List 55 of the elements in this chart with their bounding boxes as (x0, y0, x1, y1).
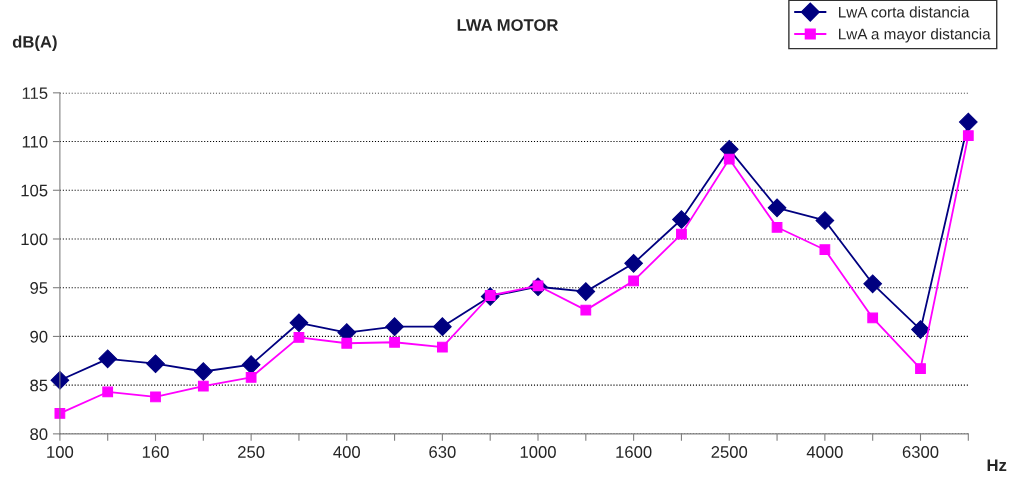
point (628, 275, 640, 287)
y-tick-label: 95 (30, 282, 48, 294)
x-tick-label: 6300 (902, 446, 939, 458)
y-tick-label: 80 (30, 428, 48, 441)
point (193, 362, 213, 381)
point (102, 386, 114, 398)
x-tick-label: 160 (142, 446, 169, 458)
point (624, 253, 643, 273)
point (437, 341, 448, 353)
point (676, 228, 687, 240)
point (197, 380, 209, 392)
point (580, 304, 592, 316)
point (767, 198, 787, 218)
legend-label: LwA a mayor distancia (839, 28, 991, 43)
x-tick-label: 1600 (616, 446, 652, 458)
y-tick-label: 110 (22, 135, 48, 148)
point (241, 355, 261, 375)
point (433, 317, 452, 337)
point (863, 274, 883, 294)
point (293, 332, 305, 343)
point (245, 371, 257, 383)
point (723, 153, 735, 165)
point (98, 349, 118, 369)
x-axis-title: Hz (987, 459, 1007, 471)
point (915, 363, 926, 374)
point (576, 282, 596, 301)
x-tick-label: 4000 (806, 446, 843, 458)
y-tick-label: 100 (21, 233, 48, 246)
point (672, 210, 691, 229)
y-tick-label: 85 (30, 379, 48, 392)
y-tick-label: 115 (22, 87, 48, 100)
y-tick-label: 105 (21, 184, 48, 197)
point (289, 313, 309, 333)
x-tick-label: 250 (238, 446, 265, 458)
chart-title: LWA MOTOR (457, 19, 559, 31)
point (867, 312, 879, 324)
y-axis-title: dB(A) (12, 35, 57, 52)
point (771, 221, 783, 233)
point (389, 336, 400, 348)
y-tick-label: 90 (30, 330, 48, 343)
x-tick-label: 100 (47, 446, 74, 458)
x-tick-label: 1000 (520, 446, 556, 458)
point (958, 112, 978, 132)
point (150, 391, 161, 403)
x-tick-label: 2500 (711, 446, 748, 458)
x-tick-label: 400 (333, 446, 361, 458)
point (341, 337, 353, 349)
point (815, 211, 835, 230)
point (962, 130, 974, 142)
legend-label: LwA corta distancia (839, 6, 970, 18)
point (146, 354, 165, 374)
point (385, 317, 404, 337)
point (819, 244, 831, 256)
x-tick-label: 630 (429, 446, 456, 458)
point (911, 320, 930, 339)
